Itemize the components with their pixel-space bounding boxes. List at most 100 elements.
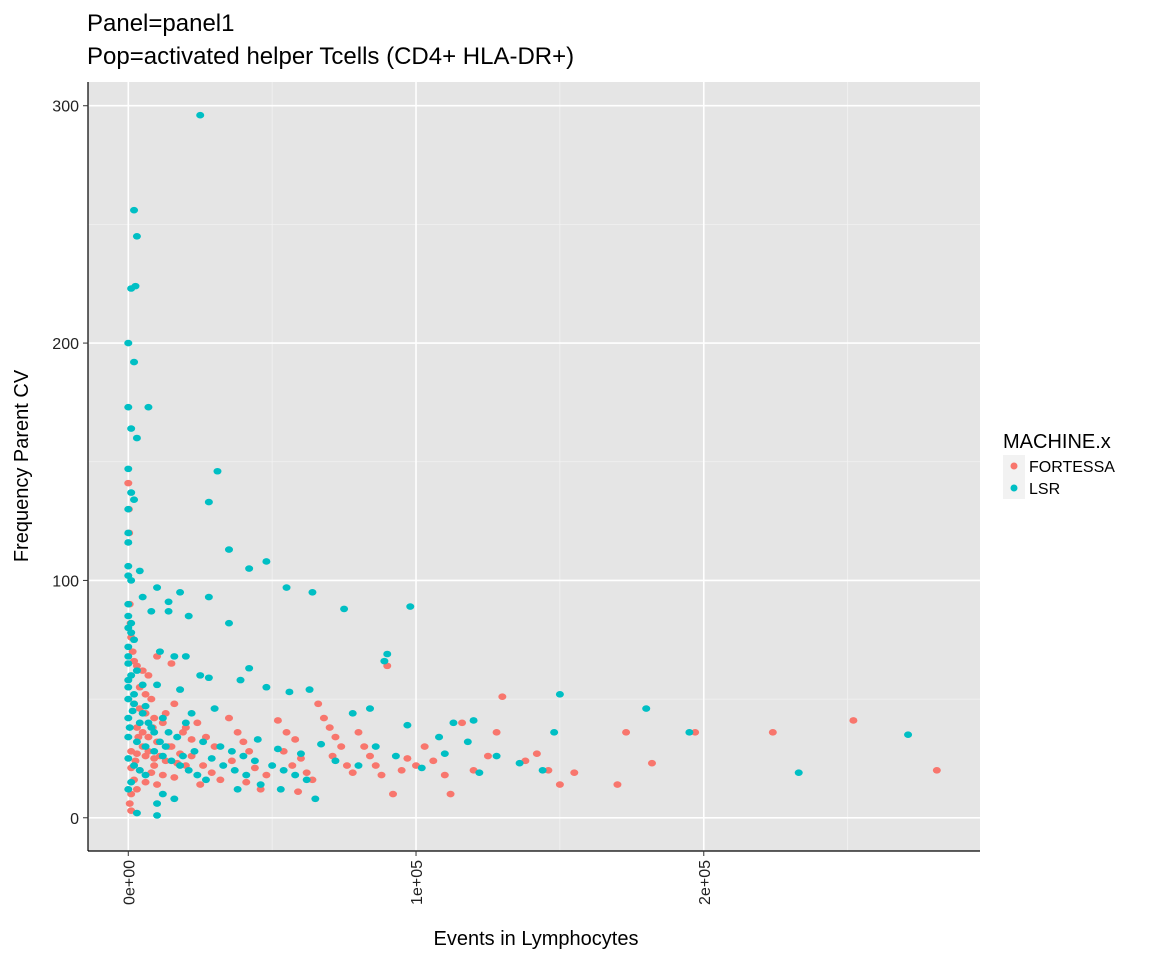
point-lsr [305,686,314,693]
point-lsr [184,767,193,774]
point-lsr [176,686,185,693]
point-lsr [131,282,140,290]
point-fortessa [403,755,412,762]
x-axis-title: Events in Lymphocytes [434,928,639,950]
point-lsr [245,664,254,672]
point-lsr [184,612,193,620]
point-fortessa [288,762,297,769]
point-lsr [127,672,136,679]
point-fortessa [544,767,553,774]
point-lsr [132,667,141,674]
point-fortessa [233,729,242,736]
point-lsr [155,738,164,746]
point-fortessa [360,743,369,750]
point-lsr [144,719,153,727]
point-lsr [161,743,170,750]
point-lsr [130,762,139,769]
point-lsr [227,748,236,755]
point-lsr [492,752,501,760]
point-fortessa [532,750,541,757]
point-fortessa [282,729,291,736]
point-lsr [144,403,153,411]
point-lsr [153,681,162,689]
point-lsr [794,769,803,776]
point-fortessa [691,729,700,736]
point-lsr [213,467,222,475]
y-tick-label: 0 [70,811,79,828]
point-lsr [132,232,141,240]
point-lsr [440,750,449,757]
legend-label-fortessa: FORTESSA [1029,459,1115,476]
point-fortessa [429,757,438,765]
point-lsr [147,607,156,615]
point-fortessa [291,736,300,743]
point-fortessa [570,769,579,776]
point-fortessa [440,771,449,779]
point-lsr [417,764,426,772]
point-fortessa [420,743,429,750]
point-fortessa [207,769,216,776]
point-lsr [124,714,133,722]
point-fortessa [389,790,398,798]
point-fortessa [196,781,205,788]
point-lsr [463,738,472,746]
point-lsr [207,755,216,762]
point-lsr [282,584,291,591]
point-lsr [124,403,133,411]
point-lsr [538,767,547,774]
point-lsr [201,776,210,784]
point-lsr [371,743,380,750]
point-lsr [178,752,187,760]
point-fortessa [647,759,656,767]
point-lsr [196,672,205,679]
point-lsr [127,489,136,496]
point-lsr [124,562,133,570]
point-fortessa [555,781,564,788]
x-axis-ticks: 0e+00 1e+05 2e+05 [121,851,714,905]
point-lsr [193,771,202,779]
point-fortessa [348,769,357,776]
point-lsr [153,812,162,819]
x-tick-label: 2e+05 [697,860,714,905]
point-fortessa [613,781,622,788]
point-lsr [268,762,277,769]
x-tick-label: 1e+05 [409,860,426,905]
point-lsr [135,719,144,727]
point-fortessa [124,479,133,487]
point-fortessa [365,752,374,760]
point-lsr [124,600,133,608]
point-fortessa [354,729,363,736]
point-lsr [138,710,147,717]
point-lsr [190,748,199,755]
point-lsr [245,565,254,572]
point-lsr [296,750,305,757]
point-lsr [127,778,136,786]
point-fortessa [331,733,340,741]
point-lsr [127,425,136,432]
point-fortessa [296,755,305,762]
point-fortessa [325,724,334,731]
point-fortessa [125,800,134,807]
point-fortessa [144,733,153,741]
point-fortessa [371,762,380,769]
point-fortessa [314,700,323,708]
point-lsr [250,757,259,765]
point-fortessa [193,719,202,727]
grid-major [88,82,980,851]
point-lsr [176,588,185,596]
point-fortessa [492,729,501,736]
point-lsr [233,785,242,793]
point-lsr [224,619,233,627]
y-axis-ticks: 0 100 200 300 [52,99,88,828]
point-lsr [311,795,320,803]
point-lsr [124,643,133,651]
point-lsr [132,809,141,817]
point-fortessa [178,729,187,736]
point-lsr [153,584,162,591]
point-lsr [273,745,282,753]
y-tick-label: 300 [52,99,79,116]
point-lsr [403,721,412,729]
point-fortessa [768,729,777,736]
x-tick-label: 0e+00 [121,860,138,905]
point-fortessa [199,762,208,769]
